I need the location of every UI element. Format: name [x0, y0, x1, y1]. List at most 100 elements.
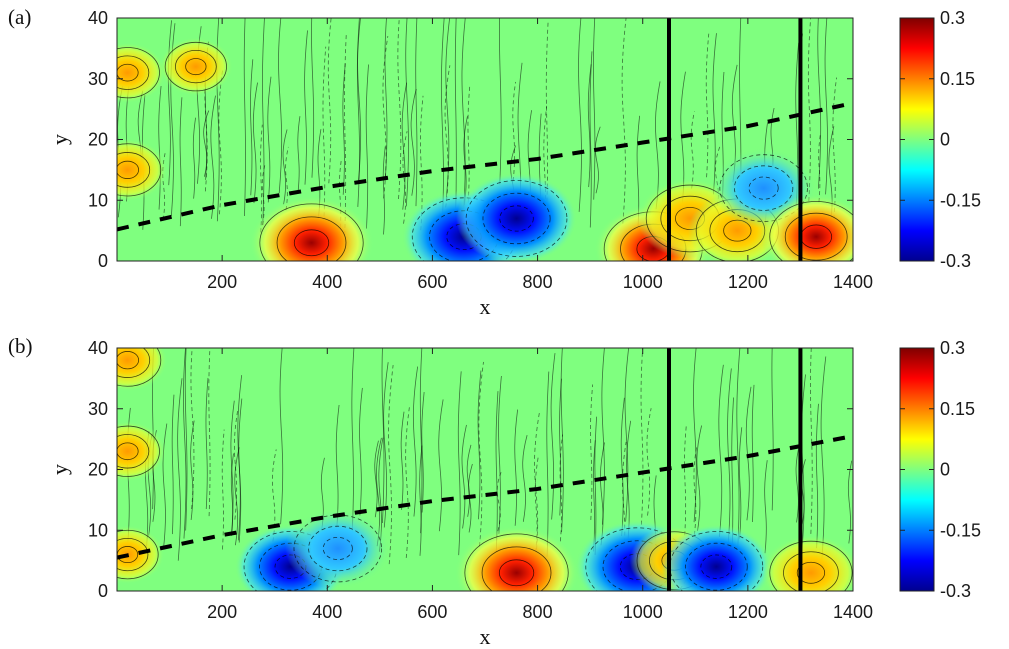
contour-line — [327, 18, 332, 184]
contour-line — [210, 95, 216, 219]
contour-ring — [259, 203, 364, 261]
contour-line — [546, 371, 550, 557]
x-tick-label: 1000 — [623, 272, 663, 292]
contour-ring — [117, 143, 162, 197]
x-tick-label: 200 — [207, 602, 237, 622]
contour-ring — [117, 537, 149, 572]
contour-ring — [684, 542, 748, 591]
contour-line — [304, 30, 308, 185]
x-tick-label: 200 — [207, 272, 237, 292]
contour-ring — [164, 41, 227, 92]
contour-line — [621, 18, 627, 224]
contour-line — [745, 386, 752, 521]
contour-ring — [464, 533, 569, 591]
contour-line — [810, 348, 813, 534]
x-tick-label: 600 — [417, 272, 447, 292]
contour-line — [158, 85, 162, 210]
contour-line — [208, 348, 211, 517]
colorbar-tick-label: -0.3 — [940, 251, 971, 271]
field-feature — [249, 196, 374, 261]
contour-line — [243, 18, 246, 217]
contour-ring — [734, 165, 794, 211]
field-feature — [454, 526, 579, 591]
contour-line — [461, 424, 467, 529]
colorbar-tick-label: -0.15 — [940, 190, 981, 210]
contour-line — [560, 348, 564, 533]
x-tick-label: 800 — [523, 272, 553, 292]
contour-line — [238, 398, 243, 543]
contour-line — [438, 399, 444, 532]
contour-line — [401, 82, 408, 210]
field-feature — [660, 524, 773, 591]
contour-line — [184, 348, 188, 531]
contour-ring — [117, 529, 159, 580]
contour-line — [496, 469, 503, 532]
contour-line — [365, 64, 369, 229]
field-layer — [117, 18, 853, 261]
contour-line — [357, 18, 362, 184]
contour-line — [342, 63, 346, 195]
contour-line — [646, 408, 652, 516]
y-axis-label: y — [47, 134, 72, 145]
contour-ring — [498, 559, 535, 587]
y-tick-label: 20 — [88, 460, 108, 480]
contour-line — [461, 18, 466, 226]
contour-line — [262, 18, 265, 226]
contour-line — [383, 362, 389, 528]
contour-line — [590, 384, 594, 520]
contour-line — [410, 88, 417, 196]
field-layer — [117, 348, 853, 591]
contour-line — [559, 378, 562, 516]
contour-line — [419, 445, 423, 556]
contour-line — [712, 33, 717, 195]
contour-line — [190, 348, 195, 510]
contour-line — [514, 409, 519, 526]
contour-ring — [117, 434, 150, 469]
contour-line — [817, 18, 822, 189]
contour-line — [795, 443, 801, 523]
contour-line — [818, 132, 821, 203]
contour-line — [624, 348, 630, 522]
contour-line — [374, 440, 379, 518]
y-tick-label: 0 — [98, 581, 108, 601]
contour-line — [382, 146, 386, 235]
x-tick-label: 400 — [312, 272, 342, 292]
contour-line — [593, 18, 596, 200]
contour-line — [192, 117, 196, 199]
contour-ring — [175, 49, 217, 84]
contour-ring — [293, 229, 330, 257]
contour-ring — [185, 58, 207, 76]
colorbar — [899, 17, 935, 262]
contour-line — [282, 129, 288, 205]
contour-line — [359, 387, 363, 516]
contour-ring — [322, 536, 353, 561]
contour-line — [250, 59, 254, 196]
contour-line — [736, 348, 741, 558]
contour-line — [311, 18, 315, 178]
contour-line — [478, 361, 484, 547]
contour-ring — [308, 525, 368, 572]
contour-line — [467, 85, 471, 203]
y-axis-label: y — [47, 464, 72, 475]
contour-line — [457, 371, 462, 556]
field-feature — [159, 37, 233, 96]
contour-ring — [117, 442, 139, 461]
x-tick-label: 1000 — [623, 602, 663, 622]
contour-line — [589, 51, 593, 228]
contour-ring — [117, 152, 151, 188]
contour-line — [690, 111, 695, 189]
contour-line — [801, 459, 806, 525]
contour-line — [764, 460, 768, 554]
contour-line — [412, 366, 419, 517]
contour-ring — [117, 160, 140, 179]
contour-line — [495, 391, 499, 552]
contour-line — [167, 20, 172, 186]
contour-line — [684, 425, 687, 536]
y-tick-label: 30 — [88, 69, 108, 89]
contour-line — [415, 18, 418, 207]
contour-line — [445, 18, 451, 198]
contour-line — [388, 364, 394, 565]
contour-ring — [719, 154, 808, 222]
contour-ring — [117, 63, 139, 82]
contour-ring — [784, 212, 848, 261]
